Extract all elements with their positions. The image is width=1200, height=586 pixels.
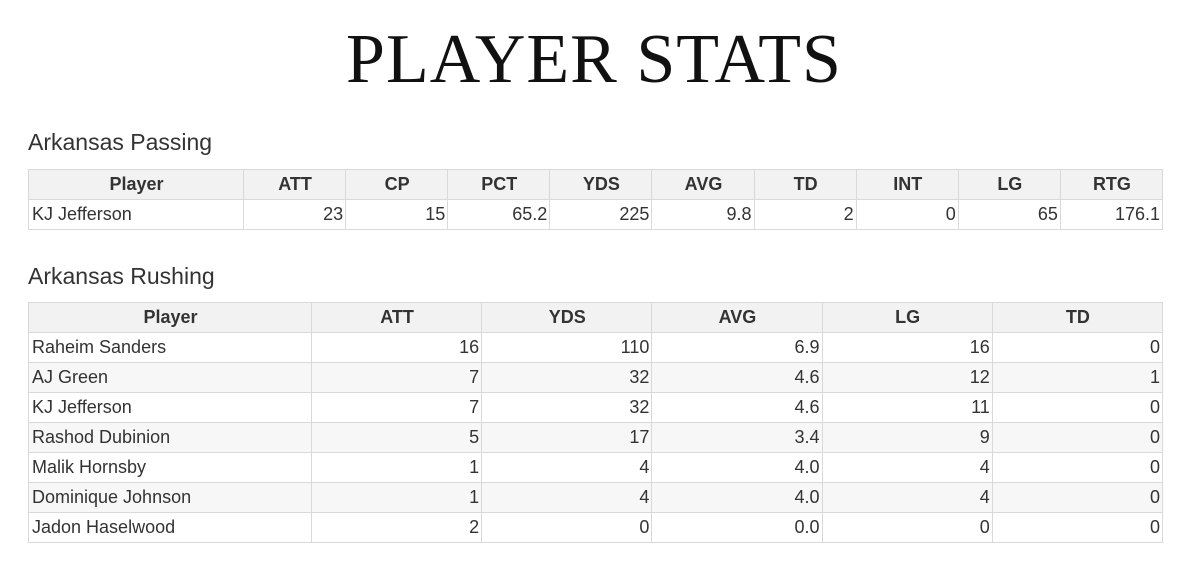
cell-avg: 0.0 [651,512,823,543]
cell-td: 0 [991,512,1164,543]
cell-yds: 32 [481,362,653,393]
cell-cp: 15 [345,199,449,230]
cell-lg: 4 [821,452,993,483]
column-header-yds: YDS [481,302,653,333]
cell-rtg: 176.1 [1059,199,1164,230]
column-header-td: TD [753,169,857,200]
column-header-int: INT [855,169,959,200]
column-header-player: Player [28,169,244,200]
table-row: KJ Jefferson 23 15 65.2 225 9.8 2 0 65 176.1 [28,199,1164,230]
column-header-cp: CP [345,169,449,200]
table-row: Jadon Haselwood 2 0 0.0 0 0 [28,512,1164,543]
column-header-lg: LG [957,169,1061,200]
cell-att: 23 [242,199,347,230]
cell-lg: 16 [821,332,993,363]
cell-player: KJ Jefferson [28,199,244,230]
page-title: PLAYER STATS [346,21,842,98]
column-header-att: ATT [310,302,483,333]
rushing-stats-table: Player ATT YDS AVG LG TD Raheim Sanders 1… [28,302,1164,543]
column-header-pct: PCT [447,169,551,200]
cell-yds: 32 [481,392,653,423]
column-header-rtg: RTG [1059,169,1164,200]
column-header-lg: LG [821,302,993,333]
cell-att: 16 [310,332,483,363]
table-header-row: Player ATT CP PCT YDS AVG TD INT LG RTG [28,169,1164,200]
cell-att: 7 [310,392,483,423]
table-row: Rashod Dubinion 5 17 3.4 9 0 [28,422,1164,453]
cell-player: Rashod Dubinion [28,422,312,453]
cell-player: KJ Jefferson [28,392,312,423]
cell-td: 1 [991,362,1164,393]
table-row: KJ Jefferson 7 32 4.6 11 0 [28,392,1164,423]
cell-lg: 4 [821,482,993,513]
passing-stats-table: Player ATT CP PCT YDS AVG TD INT LG RTG … [28,169,1164,230]
cell-pct: 65.2 [447,199,551,230]
cell-att: 7 [310,362,483,393]
cell-td: 0 [991,482,1164,513]
column-header-player: Player [28,302,312,333]
cell-att: 1 [310,482,483,513]
cell-avg: 4.0 [651,452,823,483]
cell-avg: 4.6 [651,392,823,423]
cell-td: 0 [991,452,1164,483]
cell-td: 0 [991,422,1164,453]
table-row: Dominique Johnson 1 4 4.0 4 0 [28,482,1164,513]
cell-avg: 9.8 [651,199,755,230]
table-header-row: Player ATT YDS AVG LG TD [28,302,1164,333]
cell-avg: 3.4 [651,422,823,453]
cell-avg: 4.0 [651,482,823,513]
column-header-att: ATT [242,169,347,200]
cell-yds: 225 [549,199,653,230]
rushing-section-title: Arkansas Rushing [28,263,215,289]
cell-avg: 6.9 [651,332,823,363]
cell-avg: 4.6 [651,362,823,393]
cell-att: 2 [310,512,483,543]
column-header-td: TD [991,302,1164,333]
cell-att: 1 [310,452,483,483]
cell-yds: 4 [481,452,653,483]
table-row: Malik Hornsby 1 4 4.0 4 0 [28,452,1164,483]
cell-player: Dominique Johnson [28,482,312,513]
cell-player: Jadon Haselwood [28,512,312,543]
cell-yds: 110 [481,332,653,363]
cell-player: Raheim Sanders [28,332,312,363]
cell-td: 2 [753,199,857,230]
cell-yds: 0 [481,512,653,543]
cell-lg: 9 [821,422,993,453]
cell-td: 0 [991,392,1164,423]
cell-player: Malik Hornsby [28,452,312,483]
column-header-avg: AVG [651,302,823,333]
cell-yds: 17 [481,422,653,453]
cell-td: 0 [991,332,1164,363]
cell-lg: 0 [821,512,993,543]
passing-section-title: Arkansas Passing [28,129,213,155]
cell-yds: 4 [481,482,653,513]
cell-att: 5 [310,422,483,453]
cell-lg: 11 [821,392,993,423]
cell-int: 0 [855,199,959,230]
column-header-avg: AVG [651,169,755,200]
cell-lg: 65 [957,199,1061,230]
cell-player: AJ Green [28,362,312,393]
column-header-yds: YDS [549,169,653,200]
cell-lg: 12 [821,362,993,393]
table-row: AJ Green 7 32 4.6 12 1 [28,362,1164,393]
table-row: Raheim Sanders 16 110 6.9 16 0 [28,332,1164,363]
